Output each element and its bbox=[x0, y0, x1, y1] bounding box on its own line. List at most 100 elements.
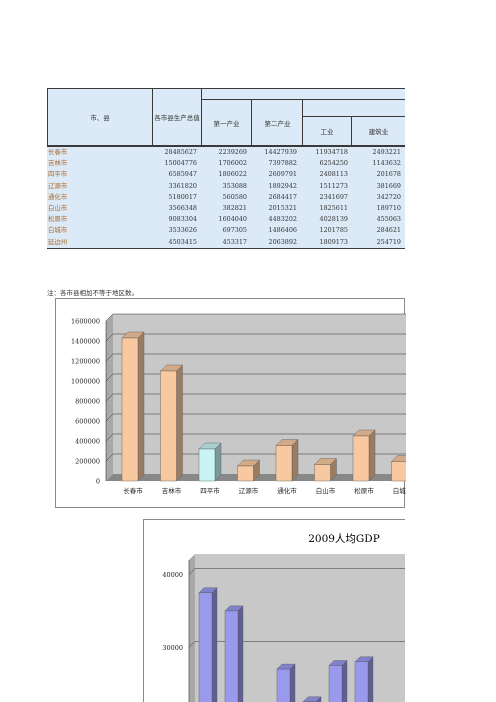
bar-side bbox=[368, 429, 376, 482]
cell-secondary: 2015321 bbox=[268, 203, 297, 212]
row-city-name: 长春市 bbox=[48, 148, 68, 156]
bar-front bbox=[198, 448, 216, 482]
bar-front bbox=[160, 370, 177, 482]
chart1-grid-diag bbox=[105, 333, 114, 342]
row-city-name: 四平市 bbox=[48, 170, 68, 179]
chart1-category-label: 白山市 bbox=[316, 486, 336, 495]
table-row: 白城市 3533626 697305 1486406 1201785 284621 bbox=[47, 225, 405, 236]
chart1-category-label: 长春市 bbox=[123, 486, 143, 495]
table-row: 长春市 28485627 2239269 14427939 11934718 249322… bbox=[47, 147, 405, 158]
chart2-ytick-label: 40000 bbox=[162, 571, 183, 579]
chart1-ytick-label: 1400000 bbox=[71, 338, 100, 346]
bar-front bbox=[354, 661, 369, 702]
cell-gdp: 3533626 bbox=[168, 226, 197, 235]
table-row: 辽源市 3361820 353088 1892942 1511273 381669 bbox=[47, 181, 405, 192]
chart2-bar bbox=[354, 656, 374, 702]
table-row: 四平市 6585947 1806022 2609791 2408113 201678 bbox=[47, 169, 405, 180]
bar-front bbox=[314, 464, 331, 482]
bar-front bbox=[352, 435, 370, 482]
gdp-table: 市、县 各市县生产总值 第一产业 第二产业 工业 建筑业 长春市 28485627… bbox=[47, 88, 405, 259]
chart2-grid-diag bbox=[188, 641, 196, 648]
chart2-bar bbox=[276, 663, 296, 702]
chart1-category-label: 四平市 bbox=[200, 486, 220, 495]
chart2-title: 2009人均GDP bbox=[308, 533, 380, 545]
chart1-bar bbox=[352, 429, 376, 482]
bar-side bbox=[289, 663, 296, 702]
cell-industry: 4028139 bbox=[319, 215, 348, 224]
table-row: 吉林市 15004776 1706002 7397882 6254250 1143632 bbox=[47, 158, 405, 169]
cell-primary: 353088 bbox=[222, 181, 247, 190]
row-city-name: 吉林市 bbox=[48, 159, 68, 168]
chart1-bar bbox=[160, 364, 183, 482]
cell-construction: 342720 bbox=[376, 192, 401, 201]
row-city-name: 通化市 bbox=[48, 192, 68, 201]
chart2-bar bbox=[224, 605, 244, 702]
cell-secondary: 1892942 bbox=[268, 181, 297, 190]
cell-gdp: 28485627 bbox=[164, 148, 197, 156]
cell-gdp: 6585947 bbox=[168, 170, 197, 179]
bar-side bbox=[367, 656, 374, 702]
bar-side bbox=[137, 331, 145, 482]
cell-construction: 1143632 bbox=[372, 159, 401, 168]
row-city-name: 松原市 bbox=[48, 215, 68, 224]
header-city: 市、县 bbox=[47, 88, 153, 146]
cell-gdp: 3361820 bbox=[168, 181, 197, 190]
cell-industry: 1809173 bbox=[319, 237, 348, 246]
cell-primary: 1806022 bbox=[218, 170, 247, 179]
row-city-name: 白山市 bbox=[48, 203, 68, 212]
cell-gdp: 5180017 bbox=[168, 192, 197, 201]
chart1-ytick-label: 0 bbox=[96, 478, 100, 486]
cell-industry: 2408113 bbox=[319, 170, 348, 179]
chart1-ytick-label: 1000000 bbox=[71, 378, 100, 386]
row-city-name: 延边州 bbox=[48, 237, 68, 246]
bar-front bbox=[121, 337, 139, 482]
chart1-category-label: 松原市 bbox=[354, 486, 374, 495]
bar-side bbox=[176, 364, 183, 482]
chart1-category-label: 白城市 bbox=[393, 486, 406, 495]
chart1-category-label: 辽源市 bbox=[239, 486, 259, 495]
bar-side bbox=[341, 659, 348, 702]
chart1-bar bbox=[237, 459, 260, 482]
chart1-bar bbox=[198, 442, 222, 482]
chart1-bar bbox=[275, 439, 299, 482]
bar-side bbox=[214, 442, 222, 482]
cell-primary: 453317 bbox=[222, 237, 247, 246]
chart1-ytick-label: 400000 bbox=[75, 438, 100, 446]
chart1-grid-diag bbox=[105, 453, 114, 462]
chart1-bar bbox=[314, 458, 337, 482]
bar-front bbox=[276, 668, 291, 702]
cell-construction: 254719 bbox=[376, 237, 401, 246]
chart1-bar bbox=[391, 455, 406, 482]
chart2-grid-diag bbox=[188, 568, 196, 575]
table-note: 注：各市县相加不等于地区数。 bbox=[47, 289, 138, 297]
bar-front bbox=[328, 665, 343, 702]
chart1-grid-diag bbox=[105, 353, 114, 362]
chart1-category-label: 吉林市 bbox=[162, 486, 182, 495]
cell-industry: 1201785 bbox=[319, 226, 348, 235]
cell-construction: 381669 bbox=[376, 181, 401, 190]
cell-primary: 560580 bbox=[222, 192, 247, 201]
chart2-bar bbox=[328, 659, 348, 702]
chart1-ytick-label: 800000 bbox=[75, 398, 100, 406]
chart2-ytick-label: 30000 bbox=[162, 644, 183, 652]
cell-secondary: 2063892 bbox=[268, 237, 297, 246]
cell-industry: 11934718 bbox=[315, 148, 348, 156]
cell-primary: 1706002 bbox=[218, 159, 247, 168]
table-row: 松原市 9083304 1604040 4483202 4028139 455063 bbox=[47, 214, 405, 225]
chart1-grid-diag bbox=[105, 433, 114, 442]
chart1-category-label: 通化市 bbox=[277, 486, 297, 495]
cell-secondary: 2609791 bbox=[268, 170, 297, 179]
chart1-ytick-label: 600000 bbox=[75, 418, 100, 426]
bar-front bbox=[198, 592, 213, 702]
cell-construction: 284621 bbox=[376, 226, 401, 235]
chart1-ytick-label: 1200000 bbox=[71, 358, 100, 366]
cell-gdp: 15004776 bbox=[164, 159, 197, 168]
per-capita-gdp-chart-svg: 30000 40000 2009人均GDP bbox=[162, 533, 405, 702]
city-gdp-bar-chart-svg: 0 200000 400000 600000 800000 1000000 1200000 1… bbox=[71, 313, 406, 495]
cell-secondary: 14427939 bbox=[264, 148, 297, 156]
cell-primary: 382821 bbox=[222, 203, 247, 212]
cell-industry: 6254250 bbox=[319, 159, 348, 168]
chart1-ytick-label: 200000 bbox=[75, 458, 100, 466]
cell-secondary: 7397882 bbox=[268, 159, 297, 168]
header-gdp-total: 各市县生产总值 bbox=[152, 88, 202, 146]
